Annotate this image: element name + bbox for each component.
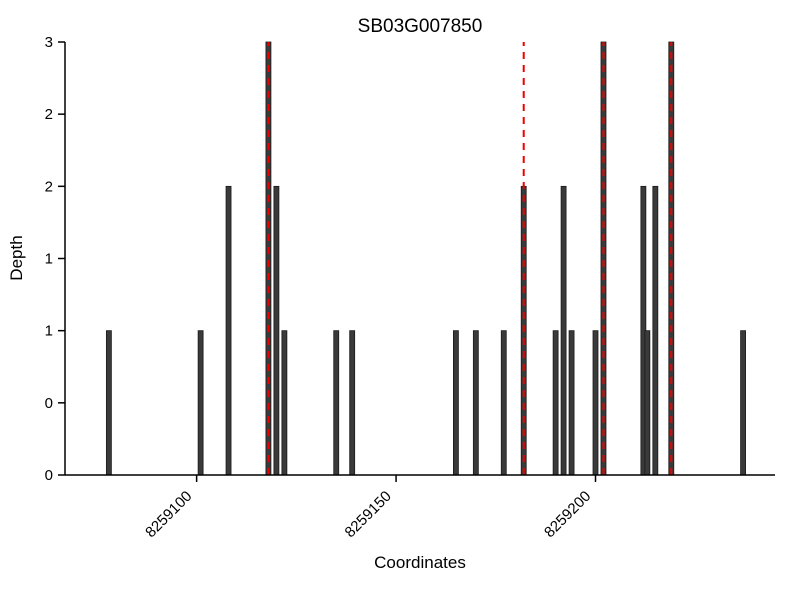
y-tick-label: 0: [45, 395, 53, 412]
y-tick-label: 2: [45, 106, 53, 123]
depth-bar: [592, 330, 599, 476]
y-axis-label: Depth: [7, 235, 26, 280]
depth-bar: [105, 330, 112, 476]
x-tick-label: 8259100: [142, 488, 195, 541]
depth-bar: [281, 330, 288, 476]
depth-bar: [333, 330, 340, 476]
depth-bar: [349, 330, 356, 476]
depth-bar: [500, 330, 507, 476]
depth-bar: [197, 330, 204, 476]
depth-bar: [560, 185, 567, 476]
y-tick-label: 0: [45, 467, 53, 484]
depth-bar: [652, 185, 659, 476]
depth-bar: [568, 330, 575, 476]
x-axis-label: Coordinates: [374, 553, 466, 572]
y-tick-label: 1: [45, 323, 53, 340]
y-tick-label: 1: [45, 251, 53, 268]
depth-bar: [552, 330, 559, 476]
x-tick-label: 8259150: [342, 488, 395, 541]
x-tick-label: 8259200: [541, 488, 594, 541]
depth-bar: [472, 330, 479, 476]
chart-title: SB03G007850: [358, 16, 483, 37]
depth-bar: [452, 330, 459, 476]
depth-bar: [273, 185, 280, 476]
depth-bar: [644, 330, 651, 476]
y-tick-label: 3: [45, 34, 53, 51]
plot-area: 0 0 1 1 2 2 3 8259100 8259150 8259200: [45, 34, 746, 541]
depth-bar: [225, 185, 232, 476]
depth-bar: [740, 330, 746, 476]
y-tick-label: 2: [45, 178, 53, 195]
